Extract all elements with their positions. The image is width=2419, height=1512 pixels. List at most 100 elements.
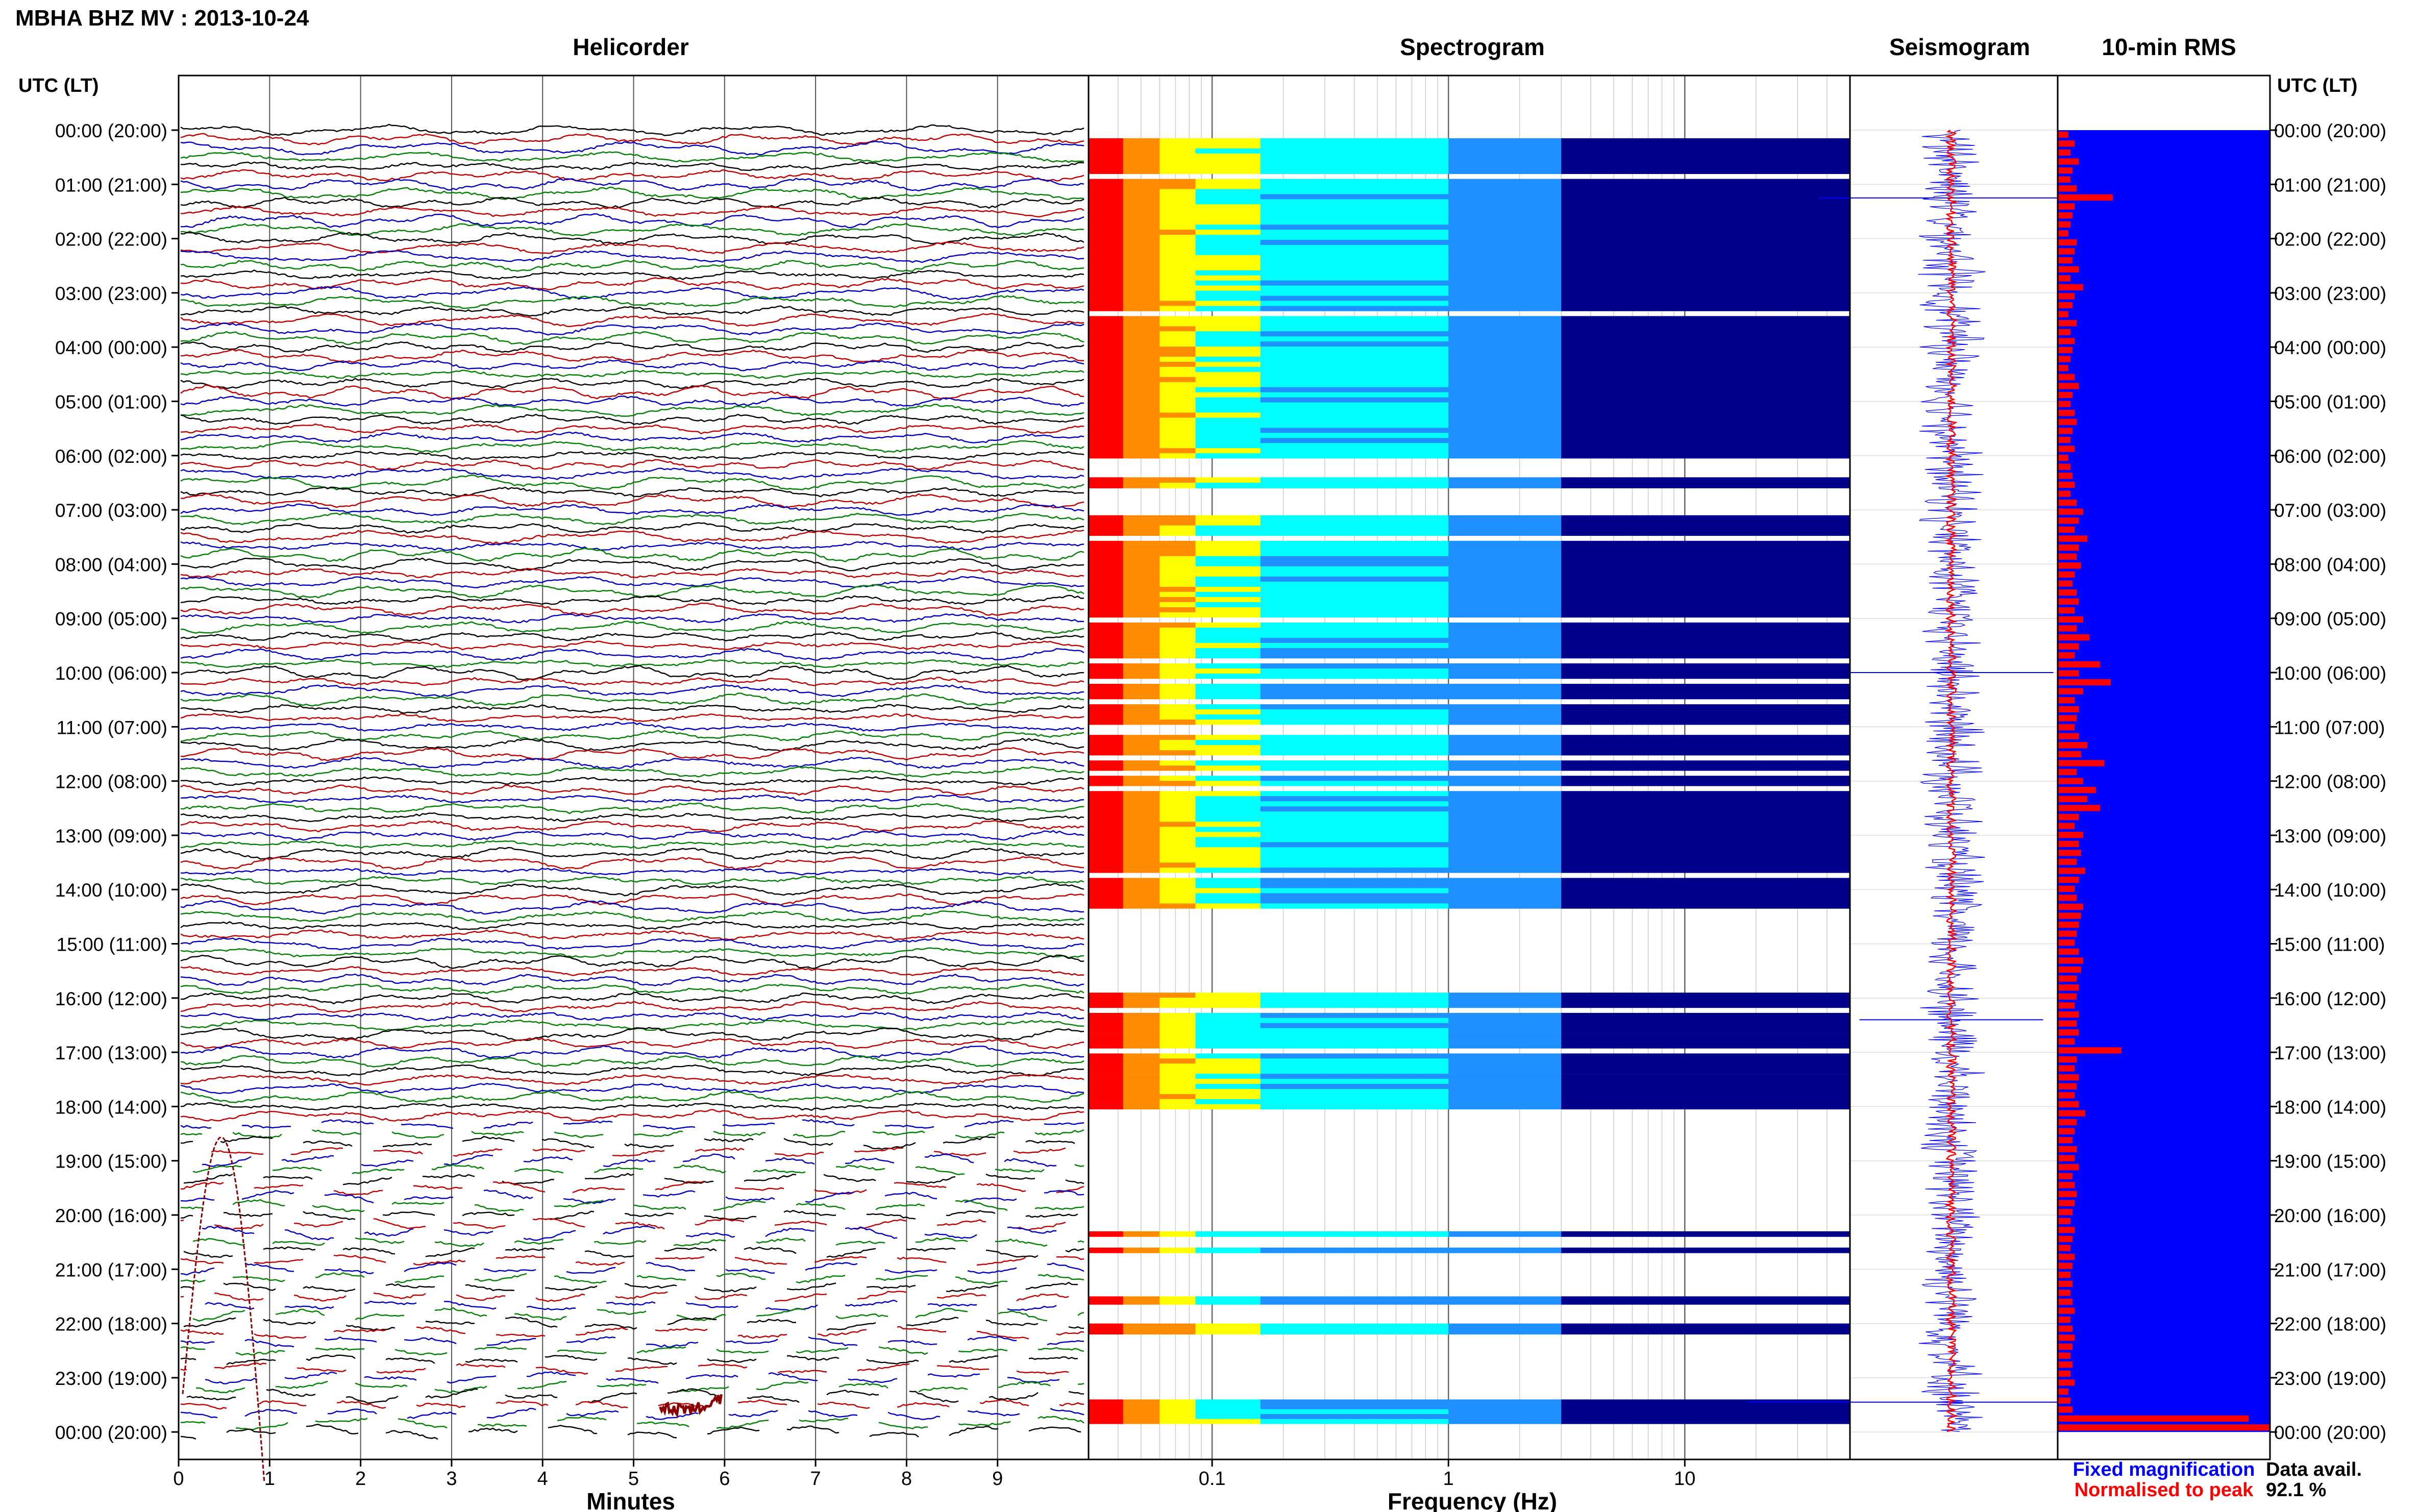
spectrogram-cell	[1159, 1033, 1196, 1038]
spectrogram-cell	[1159, 525, 1196, 531]
spectrogram-cell	[1195, 740, 1261, 746]
spectrogram-cell	[1561, 1063, 1850, 1069]
spectrogram-cell	[1260, 893, 1449, 899]
spectrogram-cell	[1159, 209, 1196, 215]
spectrogram-cell	[1159, 709, 1196, 715]
spectrogram-cell	[1089, 158, 1124, 164]
spectrogram-cell	[1195, 250, 1261, 256]
spectrogram-cell	[1195, 515, 1261, 520]
spectrogram-cell	[1448, 566, 1562, 572]
spectrogram-cell	[1561, 377, 1850, 383]
spectrogram-cell	[1448, 822, 1562, 827]
helicorder-trace	[180, 1362, 1069, 1375]
spectrogram-cell	[1123, 622, 1160, 628]
helicorder-trace	[180, 250, 1084, 263]
rms-bar	[2058, 320, 2077, 327]
spectrogram-cell	[1448, 827, 1562, 832]
spectrogram-cell	[1159, 781, 1196, 786]
helicorder-trace	[180, 794, 1084, 804]
spectrogram-cell	[1159, 250, 1196, 256]
spectrogram-cell	[1123, 477, 1160, 483]
spectrogram-cell	[1123, 806, 1160, 812]
spectrogram-cell	[1448, 392, 1562, 398]
spectrogram-cell	[1195, 1058, 1261, 1064]
spectrogram-cell	[1195, 199, 1261, 205]
spectrogram-cell	[1561, 371, 1850, 378]
spectrogram-cell	[1089, 525, 1124, 531]
spectrogram-cell	[1561, 1053, 1850, 1059]
spectrogram-cell	[1089, 326, 1124, 332]
hour-label-right: 07:00 (03:00)	[2274, 500, 2386, 521]
spectrogram-cell	[1089, 371, 1124, 378]
spectrogram-cell	[1260, 1028, 1449, 1033]
spectrogram-cell	[1448, 852, 1562, 858]
spectrogram-cell	[1195, 811, 1261, 817]
spectrogram-cell	[1089, 648, 1124, 654]
spectrogram-cell	[1561, 392, 1850, 398]
rms-bar	[2058, 1415, 2249, 1422]
hour-label-right: 02:00 (22:00)	[2274, 229, 2386, 250]
spectrogram-cell	[1123, 1018, 1160, 1024]
rms-bar	[2058, 1325, 2073, 1332]
spectrogram-cell	[1448, 1404, 1562, 1409]
spectrogram-cell	[1561, 138, 1850, 144]
rms-bar	[2058, 391, 2073, 399]
spectrogram-cell	[1089, 260, 1124, 266]
helicorder-trace	[180, 1180, 1084, 1195]
helicorder-trace	[180, 1001, 1084, 1013]
spectrogram-cell	[1123, 428, 1160, 433]
spectrogram-cell	[1561, 1069, 1850, 1074]
spectrogram-cell	[1089, 148, 1124, 154]
helicorder-trace	[205, 1371, 1060, 1384]
spectrogram-cell	[1260, 219, 1449, 225]
spectrogram-cell	[1561, 632, 1850, 638]
time-axis-labels: 00:00 (20:00) 00:00 (20:00)01:00 (21:00) 0…	[55, 120, 2386, 1443]
spectrogram-cell	[1260, 847, 1449, 853]
spectrogram-cell	[1159, 648, 1196, 654]
spectrogram-cell	[1195, 240, 1261, 245]
hour-label-right: 23:00 (19:00)	[2274, 1368, 2386, 1389]
spectrogram-cell	[1448, 214, 1562, 220]
spectrogram-cell	[1089, 1296, 1124, 1301]
spectrogram-cell	[1089, 720, 1124, 725]
spectrogram-cell	[1123, 371, 1160, 378]
spectrogram-cell	[1123, 158, 1160, 164]
spectrogram-cell	[1089, 382, 1124, 388]
rms-bar	[2058, 813, 2079, 821]
spectrogram-cell	[1089, 377, 1124, 383]
spectrogram-cell	[1123, 663, 1160, 669]
spectrogram-cell	[1448, 209, 1562, 215]
rms-bar	[2058, 796, 2088, 802]
helicorder-trace	[180, 722, 1084, 732]
hour-label-right: 00:00 (20:00)	[2274, 1422, 2386, 1443]
spectrogram-cell	[1123, 1104, 1160, 1109]
helicorder-trace	[180, 665, 1084, 681]
spectrogram-cell	[1195, 280, 1261, 286]
spectrogram-cell	[1260, 371, 1449, 378]
data-avail-value: 92.1 %	[2266, 1479, 2326, 1501]
rms-bar	[2058, 365, 2068, 371]
spectrogram-cell	[1195, 530, 1261, 536]
spectrogram-cell	[1448, 1063, 1562, 1069]
spectrogram-cell	[1123, 245, 1160, 251]
spectrogram-cell	[1089, 857, 1124, 863]
spectrogram-cell	[1089, 546, 1124, 552]
helicorder-trace	[180, 161, 1084, 171]
spectrogram-cell	[1159, 551, 1196, 557]
spectrogram-cell	[1260, 878, 1449, 883]
helicorder-trace	[180, 1083, 1084, 1095]
helicorder-trace	[180, 404, 1084, 417]
spectrogram-cell	[1260, 255, 1449, 261]
helicorder-trace	[180, 640, 1084, 651]
spectrogram-cell	[1159, 612, 1196, 618]
spectrogram-cell	[1159, 642, 1196, 649]
spectrogram-cell	[1561, 204, 1850, 210]
spectrogram-cell	[1159, 397, 1196, 403]
spectrogram-cell	[1089, 163, 1124, 169]
spectrogram-cell	[1448, 230, 1562, 235]
spectrogram-cell	[1260, 397, 1449, 403]
spectrogram-cell	[1448, 362, 1562, 367]
spectrogram-cell	[1561, 301, 1850, 306]
spectrogram-cell	[1260, 357, 1449, 362]
spectrogram-cell	[1159, 832, 1196, 837]
